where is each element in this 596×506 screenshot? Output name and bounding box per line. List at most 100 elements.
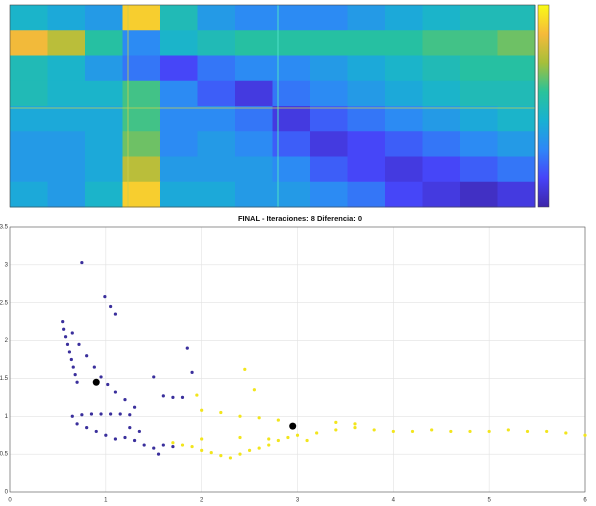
- heat-cell: [85, 30, 123, 56]
- point: [123, 435, 127, 440]
- point: [77, 342, 81, 346]
- point: [65, 342, 70, 346]
- point: [75, 380, 79, 384]
- point: [295, 433, 300, 437]
- heat-cell: [122, 30, 161, 56]
- heat-cell: [272, 106, 311, 132]
- heat-cell: [347, 5, 386, 31]
- heat-cell: [497, 106, 536, 132]
- x-tick-label: 1: [104, 498, 108, 504]
- point: [132, 405, 137, 409]
- point: [545, 429, 549, 434]
- point: [92, 378, 100, 386]
- point: [238, 414, 242, 418]
- heat-cell: [347, 106, 386, 132]
- heat-cell: [197, 131, 236, 157]
- point: [334, 420, 338, 424]
- point: [289, 422, 297, 430]
- heat-cell: [160, 181, 198, 208]
- heat-cell: [122, 55, 161, 82]
- heatmap: [9, 4, 536, 208]
- heat-cell: [385, 5, 423, 31]
- point: [252, 388, 256, 392]
- y-tick-label: 3.5: [0, 225, 9, 231]
- heat-cell: [122, 131, 161, 157]
- heat-cell: [235, 30, 273, 56]
- point: [71, 365, 75, 369]
- point: [137, 429, 141, 434]
- heat-cell: [235, 131, 273, 157]
- point: [243, 367, 247, 371]
- heat-cell: [197, 5, 236, 31]
- point: [61, 320, 65, 324]
- heat-cell: [347, 156, 386, 183]
- y-tick-label: 3: [5, 262, 9, 268]
- y-tick-label: 0.5: [0, 452, 9, 458]
- heat-cell: [422, 30, 461, 56]
- point: [80, 413, 84, 417]
- point: [180, 443, 185, 447]
- point: [142, 443, 146, 447]
- heat-cell: [122, 106, 161, 132]
- point: [94, 429, 98, 434]
- heat-cell: [497, 80, 536, 107]
- heat-cell: [10, 156, 48, 183]
- scatter-plot: 0 0.5 1 1.5 2 2.5 3 3.5 0 1 2 3 4 5 6: [0, 225, 587, 504]
- point: [132, 438, 137, 443]
- point: [391, 429, 395, 434]
- point: [525, 429, 530, 434]
- point: [109, 412, 113, 416]
- heat-cell: [422, 55, 461, 82]
- heat-cell: [347, 30, 386, 56]
- y-tick-label: 1.5: [0, 376, 9, 382]
- point: [92, 365, 96, 369]
- heat-cell: [272, 131, 311, 157]
- heat-cell: [422, 5, 461, 31]
- heat-cell: [310, 181, 348, 208]
- x-tick-label: 2: [200, 498, 204, 504]
- point: [195, 393, 199, 397]
- point: [219, 410, 223, 415]
- point: [113, 312, 118, 316]
- point: [200, 437, 204, 441]
- heat-cell: [85, 80, 123, 107]
- point: [228, 456, 233, 460]
- point: [276, 418, 280, 422]
- point: [106, 382, 110, 387]
- heat-cell: [10, 106, 48, 132]
- point: [109, 304, 113, 309]
- point: [238, 452, 242, 456]
- heat-cell: [122, 80, 161, 107]
- point: [171, 395, 175, 399]
- heat-cell: [47, 106, 86, 132]
- heat-cell: [385, 156, 423, 183]
- point: [99, 412, 103, 416]
- point: [62, 327, 66, 331]
- point: [449, 429, 453, 434]
- heat-cell: [235, 156, 273, 183]
- heat-cell: [347, 131, 386, 157]
- heat-cell: [85, 181, 123, 208]
- point: [103, 295, 107, 299]
- heat-cell: [47, 156, 86, 183]
- heat-cell: [497, 30, 536, 56]
- point: [67, 350, 72, 354]
- heat-cell: [197, 156, 236, 183]
- heat-cell: [422, 131, 461, 157]
- x-tick-label: 0: [8, 498, 12, 504]
- heat-cell: [197, 30, 236, 56]
- heat-cell: [272, 80, 311, 107]
- y-tick-label: 2: [5, 338, 9, 344]
- heat-cell: [10, 30, 48, 56]
- heat-cell: [497, 5, 536, 31]
- heat-cell: [310, 106, 348, 132]
- heat-cell: [160, 30, 198, 56]
- heat-cell: [422, 106, 461, 132]
- heat-cell: [460, 156, 498, 183]
- point: [161, 443, 165, 447]
- heat-cell: [85, 55, 123, 82]
- chart-title: FINAL - Iteraciones: 8 Diferencia: 0: [238, 214, 362, 223]
- point: [70, 414, 74, 418]
- point: [410, 429, 415, 434]
